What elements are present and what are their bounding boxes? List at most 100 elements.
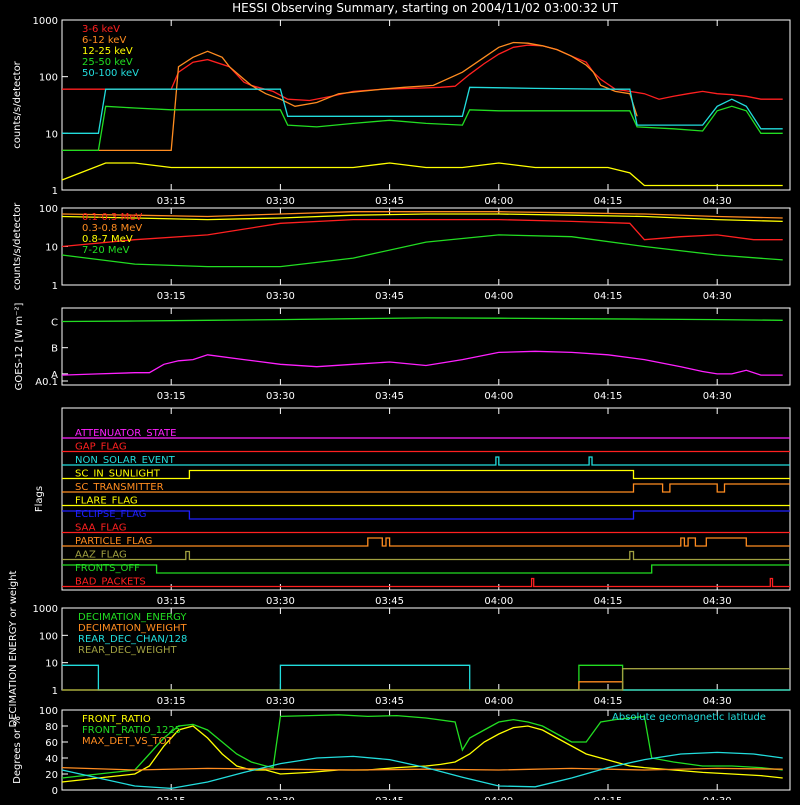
decimation-xtick-label: 03:45	[375, 696, 404, 707]
lightcurves-ytick-label: 10	[45, 129, 58, 140]
flag-label: BAD_PACKETS	[75, 577, 146, 588]
lightcurves-xtick-label: 04:15	[594, 196, 623, 207]
flag-label: FRONTS_OFF	[75, 563, 140, 574]
particles-series-line	[61, 211, 783, 219]
flag-line	[62, 456, 790, 466]
flag-label: AAZ_FLAG	[75, 550, 127, 561]
goes-frame	[61, 307, 791, 386]
lightcurves-xtick-label: 04:00	[484, 196, 513, 207]
ratios-ytick-label: 100	[39, 706, 58, 717]
decimation-series-line	[62, 664, 790, 691]
flag-line	[62, 537, 790, 547]
ratios-xtick-label: 03:30	[266, 796, 295, 800]
particles-legend-entry: 0.8-7 MeV	[82, 234, 133, 245]
goes-xtick-label: 03:45	[375, 391, 404, 402]
particles-xtick-label: 04:30	[703, 291, 732, 302]
ratios-series-line	[61, 766, 783, 771]
flag-label: ECLIPSE_FLAG	[75, 509, 146, 520]
particles-ytick-label: 10	[45, 243, 58, 254]
flags-xtick-label: 04:30	[703, 596, 732, 607]
lightcurves-xtick-label: 03:30	[266, 196, 295, 207]
decimation-ytick-label: 1	[52, 686, 58, 697]
flags-xtick-label: 03:30	[266, 596, 295, 607]
lightcurves-legend-entry: 12-25 keV	[82, 46, 133, 57]
goes-ytick-label: A	[51, 370, 58, 381]
flag-label: SC_IN_SUNLIGHT	[75, 469, 161, 480]
goes-xtick-label: 04:00	[484, 391, 513, 402]
goes-ytick-label: A0.1	[35, 377, 58, 388]
ratios-xtick-label: 04:15	[594, 796, 623, 800]
ratios-ytick-label: 20	[45, 770, 58, 781]
lightcurves-series-line	[62, 41, 638, 152]
lightcurves-series-line	[61, 162, 783, 187]
particles-legend-entry: 0.1-0.3 MeV	[82, 212, 142, 223]
ratios-legend-entry: Absolute geomagnetic latitude	[612, 712, 766, 723]
flag-label: GAP_FLAG	[75, 442, 127, 453]
flags-frame	[61, 407, 791, 591]
lightcurves-series-line	[62, 86, 783, 134]
decimation-ytick-label: 100	[39, 631, 58, 642]
lightcurves-legend-entry: 25-50 keV	[82, 57, 133, 68]
ratios-legend-entry: MAX_DET_VS_TOT	[82, 736, 174, 747]
decimation-xtick-label: 04:00	[484, 696, 513, 707]
goes-xtick-label: 03:15	[157, 391, 186, 402]
goes-ytick-label: C	[51, 318, 58, 329]
lightcurves-series-line	[62, 44, 783, 102]
ratios-xtick-label: 03:45	[375, 796, 404, 800]
goes-xtick-label: 03:30	[266, 391, 295, 402]
decimation-xtick-label: 03:30	[266, 696, 295, 707]
goes-xtick-label: 04:30	[703, 391, 732, 402]
flag-label: PARTICLE_FLAG	[75, 536, 152, 547]
goes-series-line	[61, 317, 783, 323]
particles-legend-entry: 0.3-0.8 MeV	[82, 223, 142, 234]
particles-series-line	[61, 234, 783, 268]
ratios-ytick-label: 40	[45, 754, 58, 765]
particles-xtick-label: 04:00	[484, 291, 513, 302]
goes-ytick-label: B	[51, 344, 58, 355]
decimation-xtick-label: 04:30	[703, 696, 732, 707]
goes-ylabel: GOES-12 [W m⁻²]	[14, 303, 25, 391]
flags-xtick-label: 04:00	[484, 596, 513, 607]
particles-xtick-label: 03:15	[157, 291, 186, 302]
lightcurves-ylabel: counts/s/detector	[12, 60, 23, 148]
ratios-xtick-label: 04:00	[484, 796, 513, 800]
decimation-ylabel: DECIMATION ENERGY or weight	[8, 570, 19, 727]
ratios-series-line	[61, 751, 783, 790]
flags-ylabel: Flags	[34, 486, 45, 512]
ratios-series-line	[61, 714, 783, 779]
flag-label: ATTENUATOR_STATE	[75, 428, 176, 439]
ratios-ylabel: Degrees or %	[12, 716, 23, 784]
ratios-legend-entry: FRONT_RATIO	[82, 714, 151, 725]
lightcurves-ytick-label: 1	[52, 186, 58, 197]
flag-label: SC_TRANSMITTER	[75, 482, 164, 493]
lightcurves-legend-entry: 3-6 keV	[82, 24, 120, 35]
lightcurves-legend-entry: 6-12 keV	[82, 35, 126, 46]
flag-line	[62, 483, 790, 493]
particles-ylabel: counts/s/detector	[12, 202, 23, 290]
lightcurves-xtick-label: 03:15	[157, 196, 186, 207]
flag-line	[62, 469, 790, 480]
lightcurves-series-line	[62, 105, 783, 152]
goes-series-line	[61, 350, 783, 376]
lightcurves-frame	[61, 19, 791, 191]
particles-series-line	[61, 213, 783, 223]
lightcurves-ytick-label: 100	[39, 73, 58, 84]
particles-xtick-label: 03:45	[375, 291, 404, 302]
flags-xtick-label: 03:15	[157, 596, 186, 607]
flag-line	[62, 577, 790, 588]
goes-xtick-label: 04:15	[594, 391, 623, 402]
flag-line	[62, 550, 790, 561]
flags-xtick-label: 04:15	[594, 596, 623, 607]
flags-xtick-label: 03:45	[375, 596, 404, 607]
ratios-frame	[61, 709, 791, 791]
ratios-legend-entry: FRONT_RATIO_1225	[82, 725, 181, 736]
ratios-xtick-label: 03:15	[157, 796, 186, 800]
lightcurves-legend-entry: 50-100 keV	[82, 68, 139, 79]
particles-xtick-label: 04:15	[594, 291, 623, 302]
particles-legend-entry: 7-20 MeV	[82, 245, 130, 256]
flag-line	[62, 510, 790, 520]
decimation-ytick-label: 10	[45, 659, 58, 670]
decimation-xtick-label: 03:15	[157, 696, 186, 707]
